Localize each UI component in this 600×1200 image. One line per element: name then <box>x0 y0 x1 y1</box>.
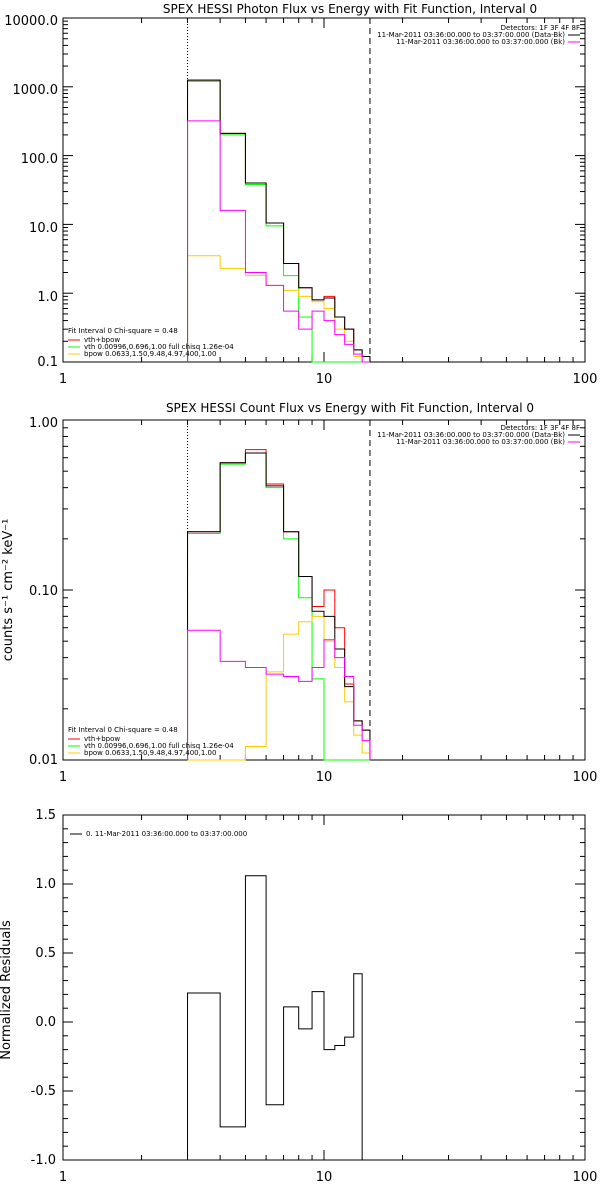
photon-flux-legend-vth: vth 0.00996,0.696,1.00 full chisq 1.26e-… <box>84 343 234 351</box>
residuals-legend-label: 0. 11-Mar-2011 03:36:00.000 to 03:37:00.… <box>86 830 247 838</box>
photon-flux-title: SPEX HESSI Photon Flux vs Energy with Fi… <box>163 2 537 16</box>
residuals-series <box>187 875 363 1160</box>
photon-flux-legend-bottom: Fit Interval 0 Chi-square = 0.48 vth+bpo… <box>68 327 234 358</box>
residuals-xtick-100: 100 <box>573 1170 598 1185</box>
photon-flux-plot-frame <box>62 17 586 363</box>
count-flux-series <box>187 449 371 761</box>
sum-series-line <box>187 79 371 362</box>
bpow-series-line <box>187 615 371 761</box>
photon-flux-xtick-100: 100 <box>573 372 598 387</box>
bk-series-line <box>187 120 370 363</box>
photon-flux-legend-bk: 11-Mar-2011 03:36:00.000 to 03:37:00.000… <box>396 38 565 46</box>
data-bk-series-line <box>187 452 371 760</box>
vth-series-line <box>187 80 370 363</box>
count-flux-xtick-10: 10 <box>316 770 333 785</box>
photon-flux-legend-sum: vth+bpow <box>84 336 120 344</box>
residuals-panel: 1 10 100 -1.0 -0.5 0.0 0.5 1.0 1.5 Norma… <box>0 808 597 1185</box>
photon-flux-legend-bpow: bpow 0.0633,1.50,9.48,4.97,400,1.00 <box>84 350 216 358</box>
data-bk-series-line <box>187 79 371 362</box>
residuals-xtick-10: 10 <box>316 1170 333 1185</box>
residuals-xtick-1: 1 <box>59 1170 67 1185</box>
count-flux-axes <box>62 419 586 761</box>
count-flux-ylabel: counts s⁻¹ cm⁻² keV⁻¹ <box>1 519 16 662</box>
photon-flux-xtick-1: 1 <box>59 372 67 387</box>
residuals-ytick-neg1: -1.0 <box>31 1153 56 1168</box>
residuals-ytick-0.5: 0.5 <box>35 946 56 961</box>
sum-series-line <box>187 449 371 760</box>
photon-flux-xtick-10: 10 <box>316 372 333 387</box>
count-flux-legend-bpow: bpow 0.0633,1.50,9.48,4.97,400,1.00 <box>84 749 216 757</box>
photon-flux-ytick-1000: 1000.0 <box>13 83 59 98</box>
count-flux-panel: SPEX HESSI Count Flux vs Energy with Fit… <box>1 401 597 785</box>
photon-flux-ytick-100: 100.0 <box>21 152 58 167</box>
count-flux-legend-vth: vth 0.00996,0.696,1.00 full chisq 1.26e-… <box>84 742 234 750</box>
residuals-plot-frame <box>62 814 586 1161</box>
photon-flux-detectors-label: Detectors: 1F 3F 4F 8F <box>501 24 580 32</box>
count-flux-detectors-label: Detectors: 1F 3F 4F 8F <box>501 424 580 432</box>
count-flux-legend-sum: vth+bpow <box>84 735 120 743</box>
count-flux-xtick-100: 100 <box>573 770 598 785</box>
photon-flux-fit-info: Fit Interval 0 Chi-square = 0.48 <box>68 327 178 335</box>
count-flux-title: SPEX HESSI Count Flux vs Energy with Fit… <box>166 401 534 415</box>
residuals-ytick-1.5: 1.5 <box>35 808 56 823</box>
photon-flux-legend-data-bk: 11-Mar-2011 03:36:00.000 to 03:37:00.000… <box>377 31 565 39</box>
count-flux-legend-data-bk: 11-Mar-2011 03:36:00.000 to 03:37:00.000… <box>377 431 565 439</box>
count-flux-ytick-0.1: 0.10 <box>29 584 58 599</box>
residuals-ytick-1: 1.0 <box>35 877 56 892</box>
count-flux-ytick-1: 1.00 <box>29 416 58 431</box>
photon-flux-ytick-1: 1.0 <box>37 290 58 305</box>
count-flux-legend-bottom: Fit Interval 0 Chi-square = 0.48 vth+bpo… <box>68 726 234 757</box>
residuals-ylabel: Normalized Residuals <box>0 920 14 1060</box>
residuals-ytick-0: 0.0 <box>35 1015 56 1030</box>
residual-series-line <box>187 875 363 1160</box>
photon-flux-series <box>187 79 371 363</box>
photon-flux-legend-top: Detectors: 1F 3F 4F 8F 11-Mar-2011 03:36… <box>377 24 580 46</box>
count-flux-fit-info: Fit Interval 0 Chi-square = 0.48 <box>68 726 178 734</box>
count-flux-legend-top: Detectors: 1F 3F 4F 8F 11-Mar-2011 03:36… <box>377 424 580 446</box>
photon-flux-axes <box>62 17 586 363</box>
photon-flux-ytick-0.1: 0.1 <box>37 355 58 370</box>
photon-flux-ytick-10: 10.0 <box>29 221 58 236</box>
count-flux-ytick-0.01: 0.01 <box>29 753 58 768</box>
residuals-legend: 0. 11-Mar-2011 03:36:00.000 to 03:37:00.… <box>70 830 247 838</box>
bk-series-line <box>187 629 371 760</box>
photon-flux-panel: SPEX HESSI Photon Flux vs Energy with Fi… <box>4 2 597 387</box>
vth-series-line <box>187 452 370 761</box>
residuals-axes <box>62 814 586 1161</box>
residuals-ytick-neg0.5: -0.5 <box>31 1084 56 1099</box>
count-flux-xtick-1: 1 <box>59 770 67 785</box>
count-flux-legend-bk: 11-Mar-2011 03:36:00.000 to 03:37:00.000… <box>396 438 565 446</box>
photon-flux-ytick-10000: 10000.0 <box>4 14 58 29</box>
